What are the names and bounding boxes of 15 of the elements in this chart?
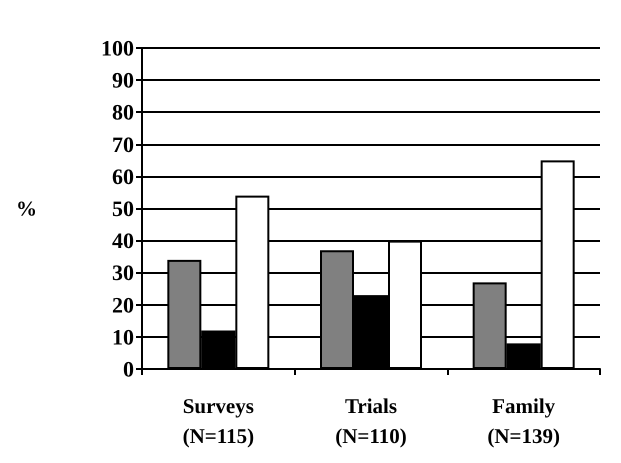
x-tick-label: Family (N=139) xyxy=(487,394,560,448)
y-tick-label: 50 xyxy=(112,196,134,221)
y-tick-label: 70 xyxy=(112,132,134,157)
y-tick-label: 20 xyxy=(112,292,134,318)
y-tick-label: 80 xyxy=(112,100,134,125)
y-tick-label: 0 xyxy=(123,356,134,382)
y-tick-label: 90 xyxy=(112,68,134,93)
y-tick-label: 10 xyxy=(112,324,134,350)
y-axis-title: % xyxy=(16,196,37,220)
x-tick-label: Trials (N=110) xyxy=(335,394,407,448)
y-tick-label: 60 xyxy=(112,164,134,189)
y-tick-label: 100 xyxy=(101,36,134,60)
y-tick-label: 30 xyxy=(112,260,134,286)
x-tick-label: Surveys (N=115) xyxy=(182,394,254,448)
y-tick-label: 40 xyxy=(112,228,134,254)
